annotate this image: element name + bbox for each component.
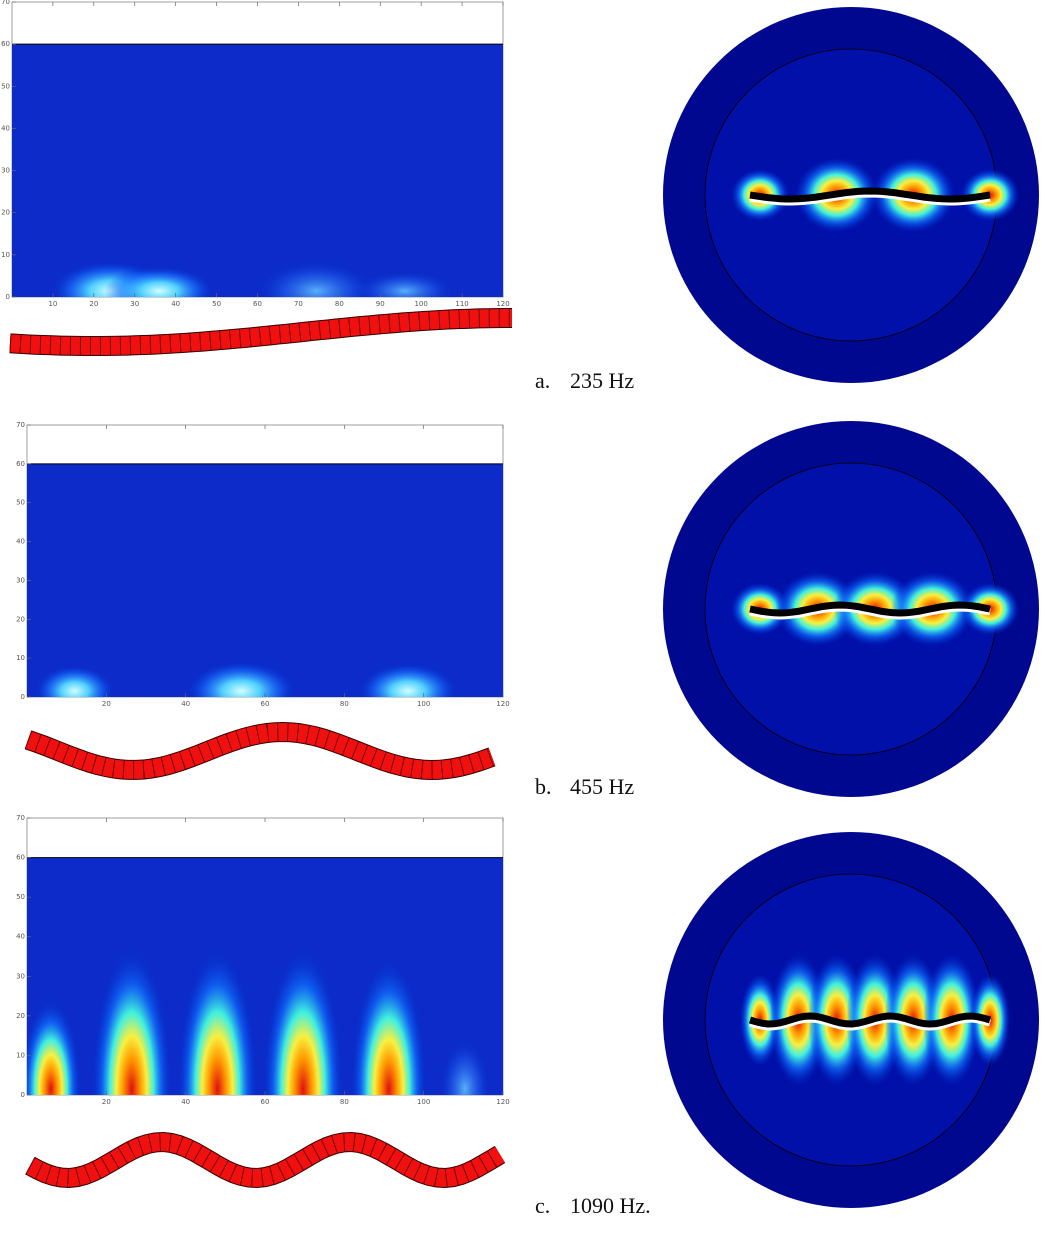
field-lobe [27, 999, 81, 1095]
x-tick-label: 120 [496, 1098, 509, 1106]
heatmap-lobes [50, 261, 455, 298]
y-tick-label: 40 [16, 538, 25, 546]
field-lobe [186, 661, 297, 697]
caption-label: c. [535, 1193, 550, 1218]
heatmap [12, 44, 503, 298]
x-tick-label: 110 [455, 300, 468, 308]
caption: 235 Hz [570, 368, 634, 393]
x-tick-label: 60 [261, 700, 270, 708]
y-tick-label: 0 [6, 293, 10, 301]
field-lobe [256, 261, 377, 298]
x-tick-label: 100 [414, 300, 427, 308]
field-lobe [104, 266, 215, 298]
caption-label: b. [535, 774, 552, 799]
heatmap-lobes [34, 661, 458, 697]
x-tick-label: 40 [171, 300, 180, 308]
x-tick-label: 80 [335, 300, 344, 308]
y-tick-label: 70 [16, 814, 25, 822]
y-tick-label: 20 [1, 209, 10, 217]
field-lobe [34, 665, 115, 697]
x-tick-label: 120 [496, 300, 509, 308]
x-tick-label: 50 [212, 300, 221, 308]
beam-deformed [749, 187, 991, 203]
y-tick-label: 0 [21, 693, 25, 701]
y-tick-label: 60 [1, 40, 10, 48]
y-tick-label: 40 [1, 124, 10, 132]
x-tick-label: 60 [253, 300, 262, 308]
beam-deformed [749, 601, 991, 617]
field-lobe [354, 271, 455, 298]
caption: 455 Hz [570, 774, 634, 799]
y-tick-label: 60 [16, 460, 25, 468]
x-tick-label: 40 [181, 700, 190, 708]
y-tick-label: 50 [16, 893, 25, 901]
y-tick-label: 10 [16, 1051, 25, 1059]
y-tick-label: 10 [16, 654, 25, 662]
field-lobe [439, 1039, 490, 1095]
field-lobe [263, 949, 344, 1095]
x-tick-label: 80 [340, 700, 349, 708]
x-tick-label: 20 [102, 1098, 111, 1106]
x-tick-label: 40 [181, 1098, 190, 1106]
y-tick-label: 0 [21, 1091, 25, 1099]
beam [25, 722, 496, 780]
y-tick-label: 60 [16, 854, 25, 862]
y-tick-label: 40 [16, 933, 25, 941]
caption: 1090 Hz. [570, 1193, 651, 1218]
y-tick-label: 10 [1, 251, 10, 259]
y-tick-label: 70 [16, 421, 25, 429]
field-lobe [177, 949, 258, 1095]
x-tick-label: 20 [89, 300, 98, 308]
field-lobe [357, 663, 458, 697]
caption-label: a. [535, 368, 550, 393]
y-tick-label: 30 [1, 167, 10, 175]
field-lobe [91, 949, 172, 1095]
heatmap-lobes [27, 949, 490, 1095]
x-tick-label: 80 [340, 1098, 349, 1106]
x-tick-label: 10 [48, 300, 57, 308]
x-tick-label: 60 [261, 1098, 270, 1106]
beam [9, 309, 512, 355]
beam [25, 1132, 505, 1188]
field-lobe [350, 959, 427, 1095]
y-tick-label: 20 [16, 1012, 25, 1020]
y-tick-label: 70 [1, 0, 10, 6]
x-tick-label: 20 [102, 700, 111, 708]
x-tick-label: 100 [417, 1098, 430, 1106]
x-tick-label: 120 [496, 700, 509, 708]
y-tick-label: 20 [16, 615, 25, 623]
y-tick-label: 30 [16, 972, 25, 980]
x-tick-label: 90 [376, 300, 385, 308]
x-tick-label: 30 [130, 300, 139, 308]
x-tick-label: 100 [417, 700, 430, 708]
heatmap [27, 463, 503, 697]
beam-deformed [748, 1012, 992, 1028]
y-tick-label: 50 [1, 82, 10, 90]
x-tick-label: 70 [294, 300, 303, 308]
y-tick-label: 50 [16, 499, 25, 507]
y-tick-label: 30 [16, 576, 25, 584]
